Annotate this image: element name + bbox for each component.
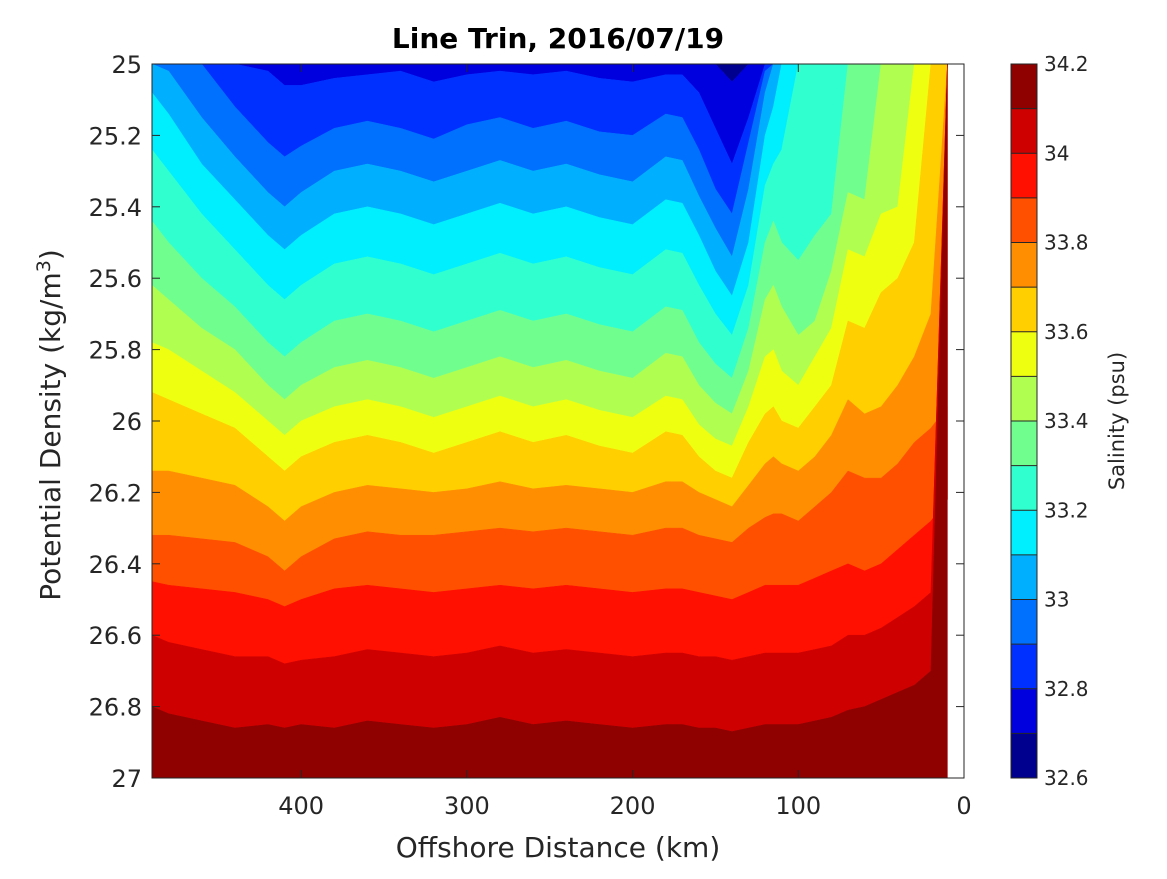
y-tick-label: 26.8 (89, 694, 142, 722)
colorbar-swatch-9 (1011, 331, 1037, 377)
y-axis-label: Potential Density (kg/m3) (33, 249, 67, 601)
x-tick-label: 0 (956, 792, 971, 820)
colorbar-swatch-8 (1011, 376, 1037, 422)
y-tick-label: 25.8 (89, 337, 142, 365)
colorbar-tick-label: 33.8 (1044, 231, 1089, 255)
y-tick-label: 27 (111, 765, 142, 793)
colorbar-swatch-11 (1011, 242, 1037, 288)
colorbar-tick-label: 33.4 (1044, 409, 1089, 433)
x-tick-label: 200 (610, 792, 656, 820)
colorbar-swatch-15 (1011, 64, 1037, 110)
colorbar-swatch-13 (1011, 153, 1037, 199)
colorbar-swatch-14 (1011, 108, 1037, 154)
colorbar: 32.6 32.8 33 33.2 33.4 33.6 33.8 34 34.2 (1010, 52, 1089, 790)
y-tick-label: 25.4 (89, 194, 142, 222)
y-axis-label-close: ) (34, 249, 67, 260)
colorbar-swatch-0 (1011, 733, 1037, 779)
colorbar-swatch-2 (1011, 644, 1037, 690)
chart-title: Line Trin, 2016/07/19 (392, 22, 724, 55)
colorbar-frame (1010, 63, 1038, 779)
colorbar-swatch-10 (1011, 287, 1037, 333)
colorbar-tick-label: 34.2 (1044, 52, 1089, 76)
colorbar-tick-label: 33.6 (1044, 320, 1089, 344)
contour-plot-area (151, 63, 948, 779)
x-tick-label: 100 (775, 792, 821, 820)
x-tick-label: 400 (278, 792, 324, 820)
y-tick-label: 26.2 (89, 479, 142, 507)
y-axis-label-superscript: 3 (33, 260, 55, 272)
colorbar-swatch-6 (1011, 465, 1037, 511)
colorbar-label: Salinity (psu) (1105, 352, 1129, 490)
colorbar-tick-label: 33 (1044, 588, 1069, 612)
colorbar-tick-label: 33.2 (1044, 498, 1089, 522)
y-tick-label: 25.2 (89, 122, 142, 150)
colorbar-swatch-4 (1011, 554, 1037, 600)
x-tick-label: 300 (444, 792, 490, 820)
colorbar-swatch-5 (1011, 510, 1037, 556)
colorbar-swatch-12 (1011, 197, 1037, 243)
colorbar-tick-label: 34 (1044, 141, 1069, 165)
colorbar-swatch-7 (1011, 421, 1037, 467)
axes: 400 300 200 100 0 25 25.2 25.4 25.6 25.8 26 26.2 26.… (89, 51, 972, 820)
y-tick-label: 25.6 (89, 265, 142, 293)
colorbar-swatch-3 (1011, 599, 1037, 645)
colorbar-tick-label: 32.6 (1044, 766, 1089, 790)
colorbar-tick-label: 32.8 (1044, 677, 1089, 701)
y-tick-label: 26.4 (89, 551, 142, 579)
x-axis-label: Offshore Distance (km) (396, 831, 721, 864)
y-tick-label: 26 (111, 408, 142, 436)
colorbar-swatch-1 (1011, 688, 1037, 734)
y-axis-label-main: Potential Density (kg/m (34, 272, 67, 601)
y-tick-label: 26.6 (89, 622, 142, 650)
y-tick-label: 25 (111, 51, 142, 79)
